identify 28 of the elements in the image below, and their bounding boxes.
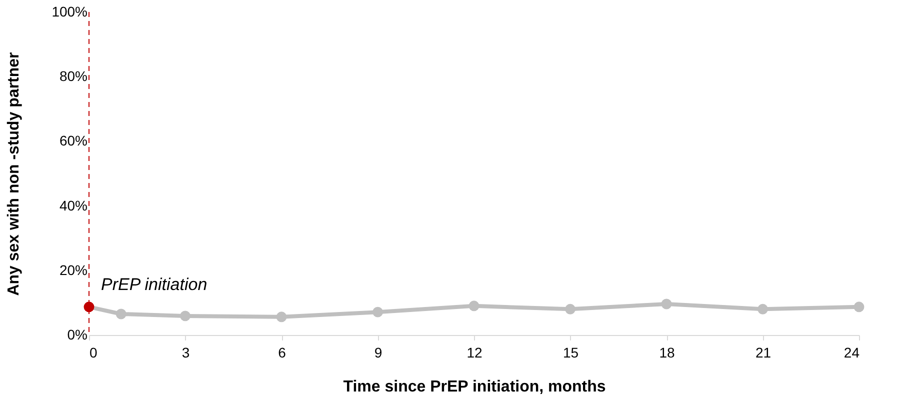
point — [276, 312, 287, 322]
y-tick-label: 80% — [59, 68, 88, 84]
y-tick-label: 100% — [52, 4, 88, 20]
point — [661, 298, 672, 310]
x-tick-label: 18 — [659, 344, 675, 360]
y-tick-label: 20% — [59, 262, 88, 278]
x-tick-label: 21 — [755, 344, 772, 360]
point — [180, 310, 190, 322]
x-axis-title: Time since PrEP initiation, months — [343, 378, 606, 396]
point — [116, 308, 126, 320]
point — [565, 304, 576, 314]
x-tick-label: 0 — [90, 344, 98, 360]
point — [854, 302, 864, 312]
x-tick-label: 15 — [562, 344, 579, 360]
point — [758, 304, 768, 314]
x-tick-label: 6 — [278, 344, 286, 360]
y-tick-label: 60% — [59, 132, 88, 149]
x-tick-label: 12 — [466, 344, 482, 360]
x-tick-label: 3 — [182, 344, 190, 360]
point — [84, 302, 94, 312]
point — [372, 306, 383, 318]
x-tick-label: 9 — [374, 344, 382, 360]
x-tick-label: 24 — [844, 344, 860, 360]
ref-line-label: PrEP initiation — [101, 275, 208, 294]
point — [468, 300, 480, 312]
y-tick-label: 40% — [59, 197, 88, 214]
y-axis-title: Any sex with non -study partner — [6, 52, 23, 296]
y-tick-label: 0% — [67, 326, 88, 342]
